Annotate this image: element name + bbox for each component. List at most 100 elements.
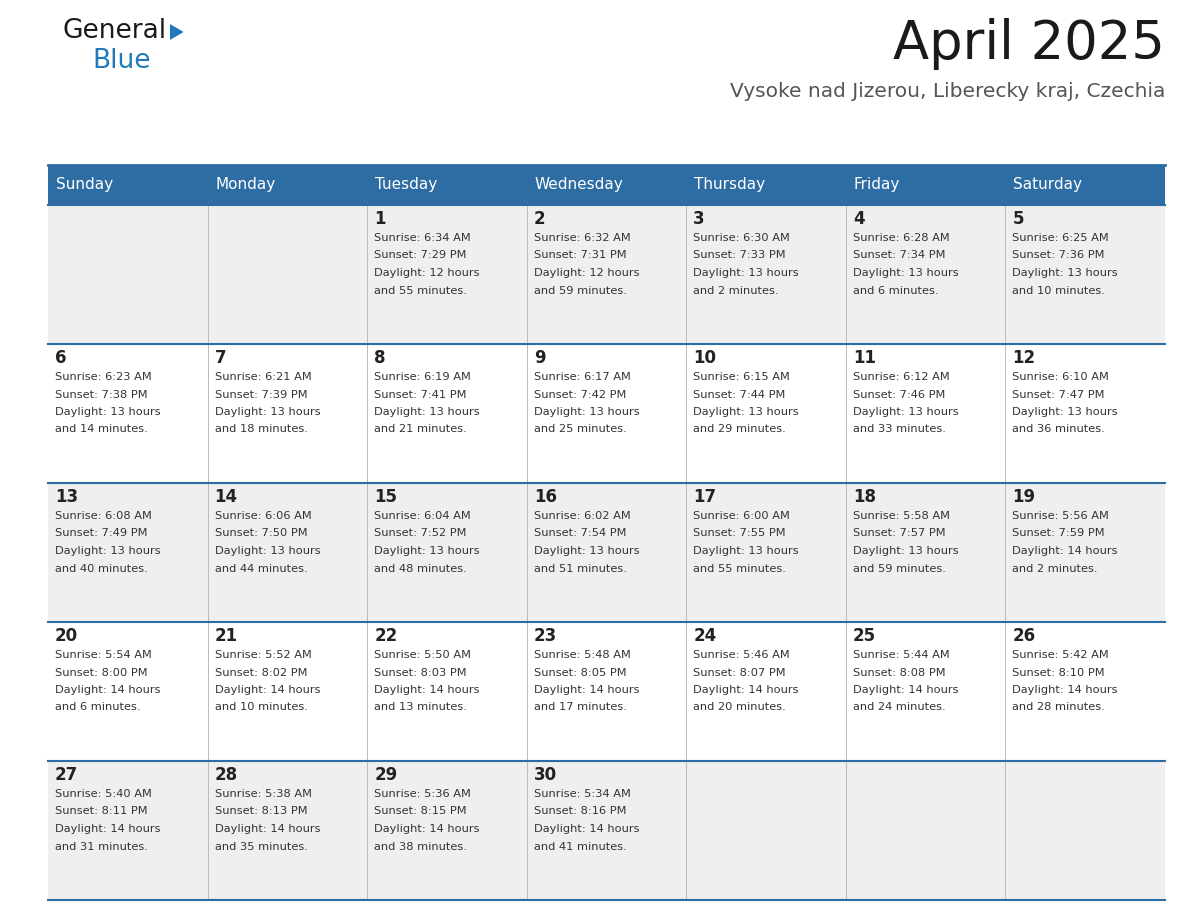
Bar [1005, 483, 1165, 622]
Text: 21: 21 [215, 627, 238, 645]
Text: Sunset: 8:00 PM: Sunset: 8:00 PM [55, 667, 147, 677]
Bar [846, 344, 1005, 483]
Bar [48, 165, 208, 205]
Text: Wednesday: Wednesday [535, 177, 624, 193]
Bar [687, 165, 846, 205]
Text: Daylight: 13 hours: Daylight: 13 hours [533, 546, 639, 556]
Text: 29: 29 [374, 766, 398, 784]
Text: Sunset: 8:16 PM: Sunset: 8:16 PM [533, 807, 626, 816]
Text: 13: 13 [55, 488, 78, 506]
Text: 2: 2 [533, 210, 545, 228]
Text: and 31 minutes.: and 31 minutes. [55, 842, 147, 852]
Text: Sunrise: 6:12 AM: Sunrise: 6:12 AM [853, 372, 949, 382]
Text: and 10 minutes.: and 10 minutes. [1012, 285, 1105, 296]
Text: Daylight: 13 hours: Daylight: 13 hours [853, 268, 959, 278]
Text: Daylight: 13 hours: Daylight: 13 hours [694, 546, 798, 556]
Text: Sunrise: 6:34 AM: Sunrise: 6:34 AM [374, 233, 470, 243]
Bar [208, 483, 367, 622]
Text: Sunrise: 5:36 AM: Sunrise: 5:36 AM [374, 789, 470, 799]
Text: and 2 minutes.: and 2 minutes. [1012, 564, 1098, 574]
Text: and 18 minutes.: and 18 minutes. [215, 424, 308, 434]
Text: Sunset: 7:42 PM: Sunset: 7:42 PM [533, 389, 626, 399]
Text: 16: 16 [533, 488, 557, 506]
Text: Sunset: 7:47 PM: Sunset: 7:47 PM [1012, 389, 1105, 399]
Text: Sunset: 7:29 PM: Sunset: 7:29 PM [374, 251, 467, 261]
Bar [367, 761, 526, 900]
Text: Sunday: Sunday [56, 177, 113, 193]
Bar [208, 205, 367, 344]
Text: Sunrise: 6:32 AM: Sunrise: 6:32 AM [533, 233, 631, 243]
Text: and 21 minutes.: and 21 minutes. [374, 424, 467, 434]
Bar [1005, 622, 1165, 761]
Text: 27: 27 [55, 766, 78, 784]
Text: Daylight: 13 hours: Daylight: 13 hours [374, 407, 480, 417]
Text: Sunset: 8:08 PM: Sunset: 8:08 PM [853, 667, 946, 677]
Text: 23: 23 [533, 627, 557, 645]
Text: 17: 17 [694, 488, 716, 506]
Text: Sunset: 7:38 PM: Sunset: 7:38 PM [55, 389, 147, 399]
Text: and 24 minutes.: and 24 minutes. [853, 702, 946, 712]
Text: 25: 25 [853, 627, 876, 645]
Text: and 59 minutes.: and 59 minutes. [533, 285, 626, 296]
Text: Sunrise: 6:08 AM: Sunrise: 6:08 AM [55, 511, 152, 521]
Text: Sunrise: 5:34 AM: Sunrise: 5:34 AM [533, 789, 631, 799]
Text: and 36 minutes.: and 36 minutes. [1012, 424, 1105, 434]
Bar [526, 344, 687, 483]
Bar [208, 165, 367, 205]
Polygon shape [170, 24, 184, 40]
Text: 10: 10 [694, 349, 716, 367]
Text: Sunset: 8:13 PM: Sunset: 8:13 PM [215, 807, 308, 816]
Text: Sunset: 8:10 PM: Sunset: 8:10 PM [1012, 667, 1105, 677]
Text: Sunset: 7:46 PM: Sunset: 7:46 PM [853, 389, 946, 399]
Text: 28: 28 [215, 766, 238, 784]
Text: and 6 minutes.: and 6 minutes. [55, 702, 140, 712]
Text: Sunset: 7:55 PM: Sunset: 7:55 PM [694, 529, 786, 539]
Bar [367, 205, 526, 344]
Text: and 55 minutes.: and 55 minutes. [374, 285, 467, 296]
Bar [1005, 761, 1165, 900]
Bar [526, 205, 687, 344]
Text: and 40 minutes.: and 40 minutes. [55, 564, 147, 574]
Text: Daylight: 13 hours: Daylight: 13 hours [374, 546, 480, 556]
Text: Sunset: 7:49 PM: Sunset: 7:49 PM [55, 529, 147, 539]
Bar [846, 483, 1005, 622]
Text: Sunrise: 6:15 AM: Sunrise: 6:15 AM [694, 372, 790, 382]
Bar [208, 761, 367, 900]
Bar [526, 165, 687, 205]
Bar [846, 205, 1005, 344]
Text: Daylight: 14 hours: Daylight: 14 hours [55, 824, 160, 834]
Text: Daylight: 14 hours: Daylight: 14 hours [853, 685, 959, 695]
Text: Sunrise: 6:17 AM: Sunrise: 6:17 AM [533, 372, 631, 382]
Text: Sunrise: 5:52 AM: Sunrise: 5:52 AM [215, 650, 311, 660]
Text: Sunrise: 5:38 AM: Sunrise: 5:38 AM [215, 789, 311, 799]
Text: Daylight: 13 hours: Daylight: 13 hours [55, 407, 160, 417]
Text: 14: 14 [215, 488, 238, 506]
Bar [367, 344, 526, 483]
Bar [526, 622, 687, 761]
Bar [48, 483, 208, 622]
Text: Sunrise: 5:40 AM: Sunrise: 5:40 AM [55, 789, 152, 799]
Text: Sunrise: 6:02 AM: Sunrise: 6:02 AM [533, 511, 631, 521]
Text: Sunrise: 5:58 AM: Sunrise: 5:58 AM [853, 511, 950, 521]
Bar [208, 344, 367, 483]
Text: Sunset: 7:36 PM: Sunset: 7:36 PM [1012, 251, 1105, 261]
Text: Sunrise: 5:44 AM: Sunrise: 5:44 AM [853, 650, 949, 660]
Bar [687, 344, 846, 483]
Text: Sunrise: 6:25 AM: Sunrise: 6:25 AM [1012, 233, 1110, 243]
Text: Vysoke nad Jizerou, Liberecky kraj, Czechia: Vysoke nad Jizerou, Liberecky kraj, Czec… [729, 82, 1165, 101]
Bar [687, 483, 846, 622]
Text: Daylight: 14 hours: Daylight: 14 hours [374, 824, 480, 834]
Bar [48, 205, 208, 344]
Text: Daylight: 14 hours: Daylight: 14 hours [374, 685, 480, 695]
Bar [526, 483, 687, 622]
Text: Thursday: Thursday [694, 177, 765, 193]
Bar [846, 165, 1005, 205]
Bar [1005, 165, 1165, 205]
Text: and 20 minutes.: and 20 minutes. [694, 702, 786, 712]
Text: Sunset: 7:34 PM: Sunset: 7:34 PM [853, 251, 946, 261]
Text: Sunrise: 5:48 AM: Sunrise: 5:48 AM [533, 650, 631, 660]
Text: and 17 minutes.: and 17 minutes. [533, 702, 626, 712]
Text: Sunset: 8:05 PM: Sunset: 8:05 PM [533, 667, 626, 677]
Text: Sunrise: 6:21 AM: Sunrise: 6:21 AM [215, 372, 311, 382]
Text: Sunset: 7:57 PM: Sunset: 7:57 PM [853, 529, 946, 539]
